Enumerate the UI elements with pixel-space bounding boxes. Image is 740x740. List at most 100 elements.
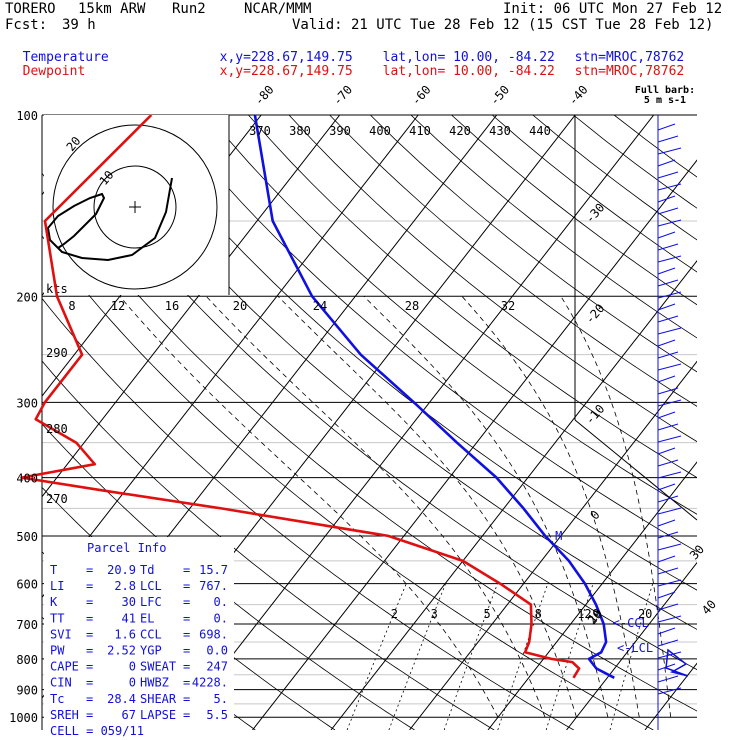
wind-barb <box>657 651 682 659</box>
wind-barb <box>657 459 679 467</box>
barb-legend-title: Full barb: <box>635 85 695 96</box>
dry-adiabat-310 <box>42 172 697 712</box>
pressure-label-600: 600 <box>16 578 38 592</box>
wind-barb <box>657 591 676 599</box>
model-name: TORERO <box>5 1 56 17</box>
parcel-val1-7: 0 <box>129 676 136 690</box>
speed-label-28: 28 <box>405 299 419 313</box>
isotherm-0 <box>409 360 697 730</box>
wind-barb <box>657 327 682 335</box>
parcel-key1-3: TT <box>50 611 64 625</box>
parcel-val2-3: 0. <box>214 611 228 625</box>
parcel-val2-4: 698. <box>199 627 228 641</box>
legend-dewpoint-xy: x,y=228.67,149.75 <box>219 64 353 79</box>
mixing-ratio-lines <box>346 583 654 730</box>
wind-barb <box>657 291 682 299</box>
parcel-eq2-7: = <box>183 676 190 690</box>
parcel-val1-8: 28.4 <box>107 692 136 706</box>
parcel-eq2-4: = <box>183 627 190 641</box>
wind-barb <box>657 207 679 215</box>
temp-label--80: -80 <box>252 83 277 108</box>
wind-barb <box>657 387 679 395</box>
legend-dewpoint-station: stn=MROC,78762 <box>559 51 685 79</box>
wind-barb <box>657 543 682 551</box>
wind-barb <box>657 135 679 143</box>
parcel-eq1-2: = <box>86 595 93 609</box>
parcel-eq1-1: = <box>86 579 93 593</box>
legend-dewpoint-name: Dewpoint <box>22 64 86 79</box>
speed-label-16: 16 <box>165 299 179 313</box>
parcel-val1-5: 2.52 <box>107 644 136 658</box>
isotherm--20 <box>252 159 697 730</box>
parcel-key1-5: PW <box>50 644 65 658</box>
legend-temperature-name: Temperature <box>22 50 109 65</box>
barb-legend-value: 5 m s-1 <box>644 95 686 106</box>
wind-barb <box>657 339 676 347</box>
wind-barb <box>657 267 676 275</box>
wind-barb <box>657 687 682 695</box>
parcel-box-bg <box>44 537 234 730</box>
hodograph-ring-inner <box>93 165 177 249</box>
dry-adiabat-320 <box>44 115 697 671</box>
moist-adiabat-28 <box>461 296 640 718</box>
temp-label--70: -70 <box>330 83 355 108</box>
dry-adiabat-360 <box>207 115 697 515</box>
center-label: NCAR/MMM <box>244 1 312 17</box>
parcel-key1-2: K <box>50 595 58 609</box>
wind-barb <box>657 435 682 443</box>
speed-label-32: 32 <box>501 299 515 313</box>
legend-dewpoint-stn: stn=MROC,78762 <box>574 64 685 79</box>
legend-dewpoint-ll: lat,lon= 10.00, -84.22 <box>382 64 555 79</box>
pressure-label-100: 100 <box>16 109 38 123</box>
wind-barb <box>657 171 679 179</box>
dry-adiabat-300 <box>42 235 654 730</box>
wind-barb-cluster <box>665 648 689 677</box>
parcel-eq2-5: = <box>183 644 190 658</box>
wind-barb <box>657 303 676 311</box>
mixing-ratio-3 <box>388 583 446 730</box>
mixing-ratio-8 <box>497 583 549 730</box>
wind-barb <box>657 243 679 251</box>
parcel-eq1-6: = <box>86 660 93 674</box>
isotherm-20 <box>566 561 697 730</box>
dry-adiabat-290 <box>42 297 574 730</box>
isotherm--10 <box>330 259 697 730</box>
init-time: Init: 06 UTC Mon 27 Feb 12 <box>503 1 723 17</box>
dry-adiabat-340 <box>126 115 697 591</box>
parcel-val1-3: 41 <box>122 611 136 625</box>
isotherm-10 <box>487 461 697 730</box>
isotherm--60 <box>42 115 419 599</box>
temp-label--40: -40 <box>566 83 591 108</box>
grid-spacing: 15km ARW <box>78 1 146 17</box>
parcel-val1-6: 0 <box>129 660 136 674</box>
parcel-eq2-9: = <box>183 708 190 722</box>
parcel-val2-8: 5. <box>214 692 228 706</box>
parcel-val1-0: 20.9 <box>107 563 136 577</box>
parcel-eq2-0: = <box>183 563 190 577</box>
theta-label-440: 440 <box>529 124 551 138</box>
mixing-ratio-label-20: 20 <box>638 607 652 621</box>
hodograph-trace <box>46 177 173 262</box>
wind-barb <box>657 195 676 203</box>
forecast-label: Fcst: <box>5 17 48 33</box>
legend-temperature-loc: x,y=228.67,149.75 <box>204 37 353 65</box>
isotherm-40 <box>724 115 740 730</box>
parcel-eq2-1: = <box>183 579 190 593</box>
parcel-key1-7: CIN <box>50 676 72 690</box>
moist-adiabat-10 <box>119 296 499 718</box>
theta-label-430: 430 <box>489 124 511 138</box>
wind-barb <box>657 219 682 227</box>
dry-adiabat-400 <box>370 115 697 373</box>
dry-adiabat-280 <box>42 360 495 730</box>
moist-adiabat-16 <box>205 296 546 718</box>
moist-adiabat-20 <box>277 296 577 718</box>
mixing-ratio-label-3: 3 <box>431 607 438 621</box>
wind-barb <box>657 351 679 359</box>
wind-barb <box>657 483 676 491</box>
pressure-label-900: 900 <box>16 684 38 698</box>
parcel-val1-9: 67 <box>122 708 136 722</box>
legend-temperature-stn: stn=MROC,78762 <box>574 50 685 65</box>
legend-dewpoint-loc: x,y=228.67,149.75 <box>204 51 353 79</box>
legend-dewpoint: Dewpoint <box>7 51 86 79</box>
parcel-key2-4: CCL <box>140 627 162 641</box>
